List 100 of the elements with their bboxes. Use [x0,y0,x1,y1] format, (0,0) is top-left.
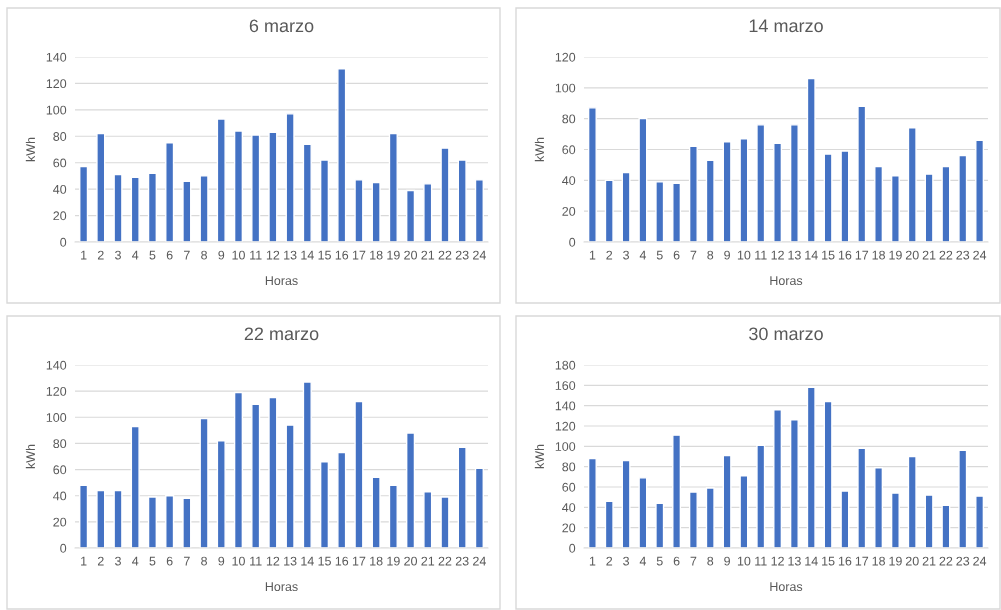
bar [840,490,850,548]
bar [405,432,416,548]
x-tick-label: 13 [788,556,801,566]
x-tick-label: 2 [606,556,613,566]
x-tick-label: 3 [623,556,630,566]
bar [655,181,665,242]
bar [806,386,816,548]
x-tick-label: 21 [922,556,936,566]
x-axis-title: Horas [265,276,298,286]
x-tick-label: 2 [606,250,613,260]
bar [874,165,884,242]
bar [285,424,295,548]
x-tick-label: 8 [707,250,714,260]
y-tick-label: 40 [53,491,67,501]
x-tick-label: 1 [589,250,596,260]
bar [457,159,467,242]
bar [440,147,450,242]
y-axis-title: kWh [25,137,35,162]
bar [840,150,850,242]
x-tick-label: 7 [690,250,697,260]
x-tick-label: 23 [455,250,469,260]
bar [621,171,631,242]
bar [165,142,175,242]
bar [722,454,732,548]
y-tick-label: 120 [46,79,67,89]
y-tick-label: 60 [562,145,576,155]
bar [96,489,106,548]
chart-title: 6 marzo [249,19,314,33]
bar [890,175,900,242]
x-axis-title: Horas [265,582,298,592]
x-tick-label: 10 [737,250,751,260]
bar [113,173,123,242]
bar [216,440,226,548]
x-tick-label: 2 [97,556,104,566]
x-tick-label: 18 [872,250,885,260]
x-tick-label: 6 [166,556,173,566]
bar [857,447,867,548]
bar [371,181,381,242]
x-tick-label: 3 [623,250,630,260]
y-tick-label: 20 [562,206,576,216]
x-tick-label: 21 [421,250,435,260]
x-tick-label: 13 [284,556,297,566]
x-tick-label: 14 [301,250,314,260]
x-tick-label: 1 [81,250,87,260]
y-tick-label: 60 [562,482,576,492]
x-tick-label: 15 [318,556,331,566]
bar [739,138,749,242]
x-tick-label: 17 [855,556,869,566]
x-tick-label: 8 [201,556,207,566]
bar [285,113,295,242]
bar [655,502,665,548]
bar [688,491,698,548]
x-tick-label: 20 [905,250,919,260]
x-tick-label: 11 [250,250,262,260]
bar [319,461,330,548]
x-tick-label: 8 [201,250,207,260]
bar [130,425,140,548]
bar [388,132,398,242]
bar [941,165,951,242]
x-tick-label: 9 [218,556,225,566]
bar [688,145,698,242]
bar [79,165,89,242]
x-tick-label: 13 [284,250,297,260]
x-tick-label: 19 [889,250,902,260]
bar [789,124,799,242]
x-tick-label: 24 [473,250,486,260]
x-tick-label: 4 [132,556,139,566]
bar [405,189,416,242]
y-tick-label: 140 [46,360,67,370]
bar [302,381,312,548]
bar [388,484,398,548]
bar [199,175,209,242]
x-tick-label: 1 [81,556,87,566]
x-tick-label: 1 [589,556,596,566]
x-tick-label: 4 [639,250,647,260]
bar [621,459,631,548]
y-tick-label: 140 [46,52,67,62]
x-tick-label: 17 [352,250,366,260]
bar [756,124,766,242]
x-tick-label: 22 [939,556,953,566]
x-tick-label: 7 [184,556,190,566]
chart-title: 14 marzo [749,19,823,33]
x-tick-label: 22 [939,250,953,260]
x-tick-label: 6 [673,556,680,566]
x-tick-label: 6 [166,250,173,260]
bar [182,180,192,242]
y-tick-label: 100 [46,105,67,115]
x-tick-label: 14 [805,250,818,260]
bar [941,504,951,548]
bar [354,400,364,548]
x-tick-label: 11 [755,556,767,566]
x-tick-label: 15 [822,556,835,566]
x-tick-label: 15 [822,250,835,260]
x-tick-label: 20 [404,556,418,566]
bar [739,475,749,548]
x-tick-label: 12 [266,250,280,260]
y-tick-label: 40 [53,184,67,194]
bar [705,487,715,548]
y-tick-label: 80 [53,132,67,141]
x-tick-label: 18 [370,250,383,260]
